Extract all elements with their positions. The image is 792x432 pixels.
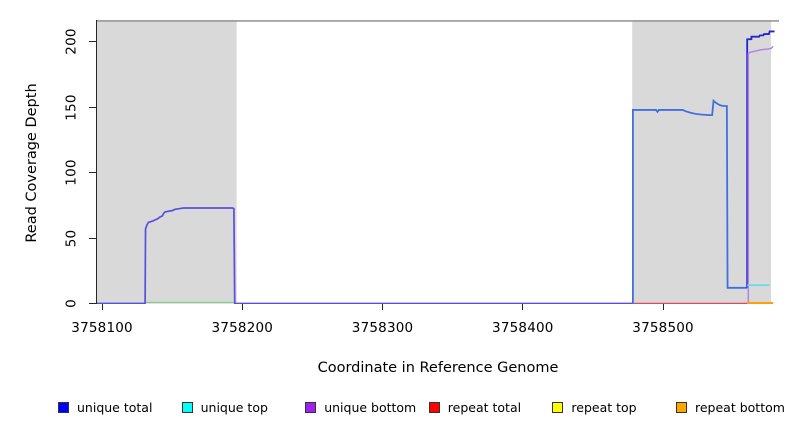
y-tick-label: 100 — [63, 159, 80, 186]
legend-swatch-icon — [58, 401, 69, 413]
x-tick — [241, 304, 243, 310]
legend-swatch-icon — [305, 401, 317, 413]
legend-item-repeat-bottom: repeat bottom — [676, 398, 785, 416]
series-unique-baseline-and-left-peak — [97, 207, 633, 304]
x-tick — [662, 304, 664, 310]
series-unique-total-right-peak — [746, 30, 775, 288]
legend-label: unique bottom — [324, 399, 417, 415]
legend-item-repeat-total: repeat total — [428, 398, 522, 416]
legend-swatch-icon — [676, 401, 687, 413]
y-tick — [89, 303, 96, 304]
x-tick-label: 3758200 — [211, 320, 274, 336]
y-axis-title: Read Coverage Depth — [24, 83, 40, 243]
legend-label: repeat total — [447, 399, 522, 415]
legend: unique total unique top unique bottom repea… — [0, 398, 792, 420]
legend-label: unique total — [77, 399, 153, 415]
x-tick-label: 3758500 — [632, 320, 694, 336]
x-tick-label: 3758300 — [351, 320, 414, 336]
plot-area — [97, 20, 779, 304]
legend-label: repeat top — [571, 399, 637, 415]
x-axis-title: Coordinate in Reference Genome — [317, 360, 559, 376]
x-tick — [101, 304, 103, 310]
y-tick-label: 200 — [63, 28, 80, 56]
y-tick-label: 0 — [63, 299, 80, 308]
legend-label: repeat bottom — [695, 399, 785, 415]
y-tick — [89, 41, 96, 43]
y-tick — [89, 106, 96, 108]
x-tick-label: 3758400 — [492, 320, 554, 336]
y-tick-label: 150 — [63, 94, 80, 121]
shaded-region-left — [97, 20, 237, 304]
legend-item-unique-top: unique top — [181, 398, 268, 416]
legend-item-repeat-top: repeat top — [552, 398, 637, 416]
plot-canvas — [97, 20, 779, 304]
series-unique-bottom-right-peak — [747, 45, 774, 304]
legend-item-unique-total: unique total — [58, 398, 152, 416]
shaded-region-right — [632, 20, 772, 304]
legend-swatch-icon — [428, 401, 440, 413]
series-unique-total-middle-block — [632, 98, 748, 304]
y-tick-label: 50 — [63, 229, 80, 247]
x-tick — [382, 304, 384, 310]
legend-label: unique top — [200, 399, 268, 415]
y-tick — [89, 172, 96, 174]
x-tick-label: 3758100 — [71, 320, 133, 336]
legend-item-unique-bottom: unique bottom — [305, 398, 416, 416]
y-tick — [89, 237, 96, 239]
legend-swatch-icon — [552, 401, 564, 413]
legend-swatch-icon — [181, 401, 193, 413]
x-tick — [522, 304, 524, 310]
